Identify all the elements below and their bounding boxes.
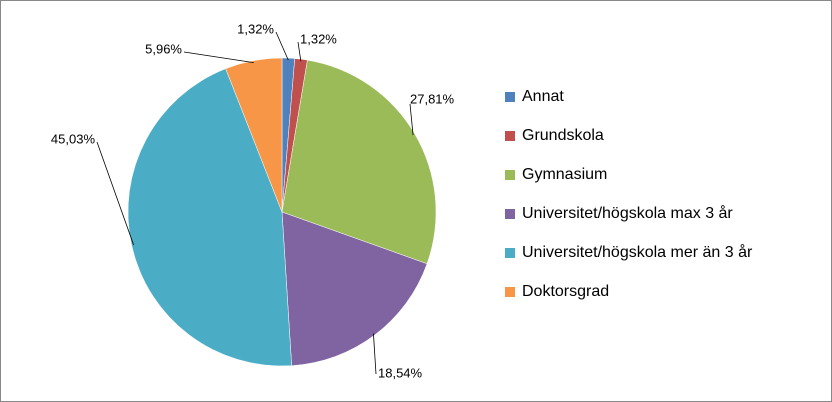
leader-line [183, 51, 254, 64]
pie-slice [281, 59, 437, 265]
legend-swatch [505, 209, 515, 219]
legend-swatch [505, 287, 515, 297]
pie-slice [127, 68, 292, 367]
leader-line [409, 103, 414, 136]
data-label: 1,32% [237, 21, 274, 36]
legend-label: Universitet/högskola mer än 3 år [522, 243, 753, 261]
data-label: 5,96% [145, 41, 182, 56]
data-label: 18,54% [378, 365, 423, 380]
leader-line [275, 31, 289, 61]
legend-swatch [505, 170, 515, 180]
leader-line [96, 141, 134, 246]
legend-swatch [505, 131, 515, 141]
legend-label: Gymnasium [522, 166, 607, 183]
legend-label: Universitet/högskola max 3 år [522, 204, 733, 222]
legend-label: Annat [522, 88, 564, 105]
leader-line [373, 333, 377, 375]
legend-swatch [505, 92, 515, 102]
data-label: 1,32% [300, 31, 337, 46]
legend-label: Doktorsgrad [522, 283, 609, 300]
data-label: 45,03% [51, 131, 96, 146]
legend-label: Grundskola [522, 127, 604, 144]
pie-slice [281, 211, 428, 366]
data-label: 27,81% [410, 91, 455, 106]
legend-swatch [505, 248, 515, 258]
leader-line [297, 41, 302, 62]
pie-slice [225, 57, 283, 213]
